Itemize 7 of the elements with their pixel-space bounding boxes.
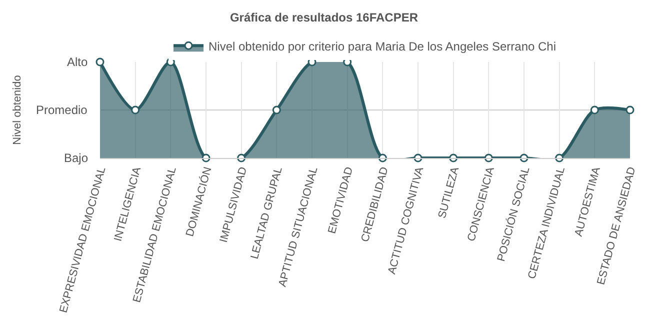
text: Bajo: [64, 151, 88, 165]
legend-label: Nivel obtenido por criterio para Maria De los Angeles Serrano Chi: [208, 39, 556, 54]
x-tick-label: LEALTAD GRUPAL: [248, 166, 285, 260]
ref-line-label: Promedio: [36, 103, 88, 117]
chart-title: Gráfica de resultados 16FACPER: [230, 10, 418, 24]
y-axis-title: Nivel obtenido: [12, 75, 24, 145]
text: Alto: [67, 55, 88, 69]
